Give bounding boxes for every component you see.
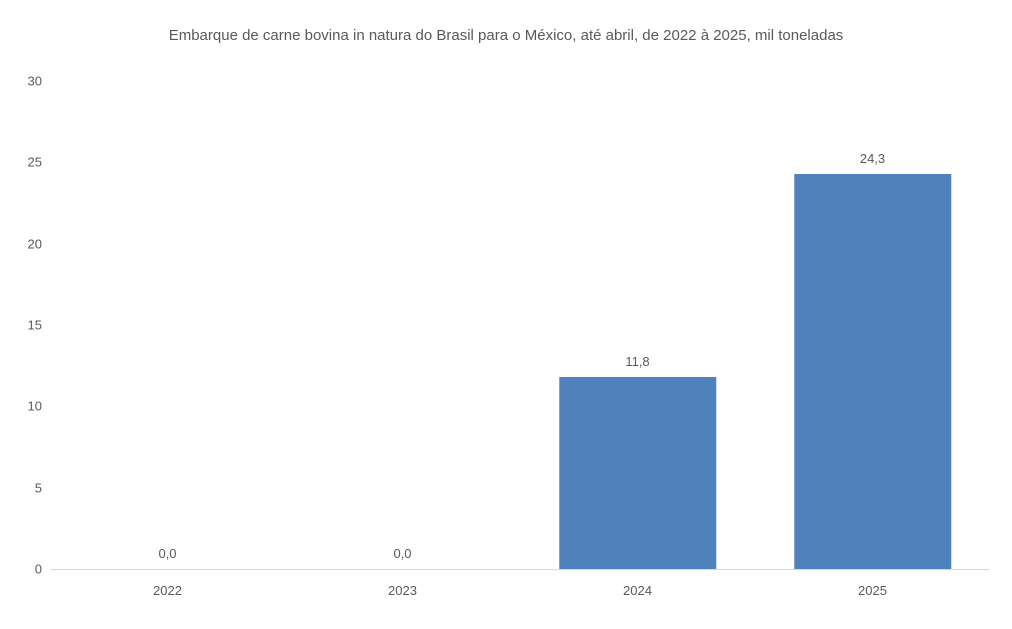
bar-value-label: 0,0 [158,546,177,561]
x-axis-labels: 2022 2023 2024 2025 [50,583,990,598]
x-tick-label: 2023 [388,583,417,598]
plot-area: 0,0 0,0 11,8 24,3 [50,81,990,570]
x-tick-label: 2022 [153,583,182,598]
bar-group: 0,0 [50,81,285,569]
y-axis: 0 5 10 15 20 25 30 [0,74,42,577]
y-tick-label: 15 [27,317,42,333]
y-tick-label: 30 [27,73,42,89]
bar [558,377,717,569]
y-tick-label: 0 [34,561,42,577]
chart-title: Embarque de carne bovina in natura do Br… [168,27,844,44]
y-tick-label: 25 [27,154,42,170]
y-tick-label: 10 [27,398,42,414]
bar-group: 24,3 [755,81,990,569]
y-tick-label: 20 [27,236,42,252]
bar [793,173,952,569]
bar-group: 0,0 [285,81,520,569]
bar-value-label: 0,0 [393,546,412,561]
bar-value-label: 11,8 [625,354,650,370]
x-tick-label: 2024 [623,583,652,598]
bar-value-label: 24,3 [859,150,886,166]
bar-group: 11,8 [520,81,755,569]
y-tick-label: 5 [34,480,42,496]
x-tick-label: 2025 [858,583,887,598]
